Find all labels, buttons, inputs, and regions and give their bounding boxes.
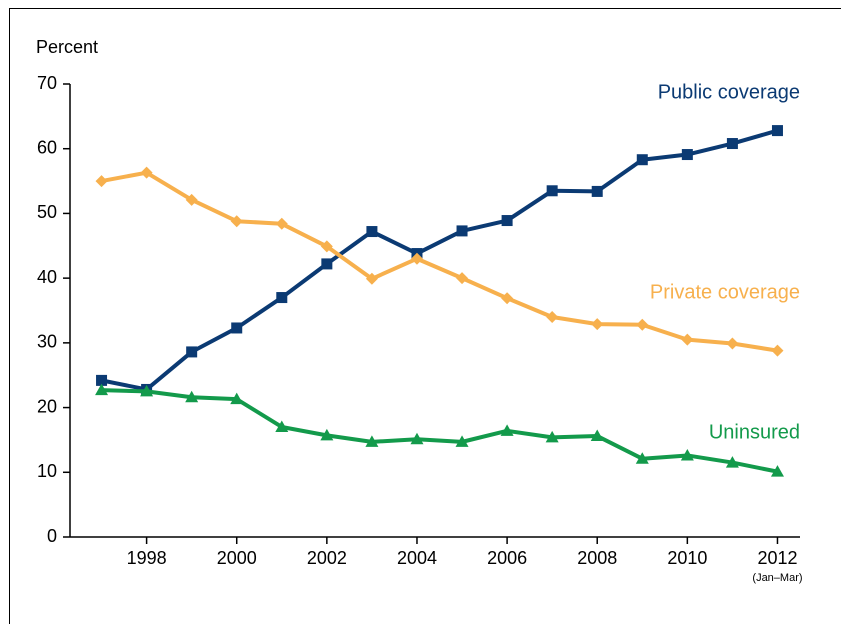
series-label: Private coverage [650, 281, 800, 303]
marker [320, 240, 333, 253]
marker [96, 374, 108, 386]
marker [275, 217, 288, 230]
marker [636, 318, 649, 331]
x-tick-label: 2008 [577, 548, 617, 568]
marker [725, 456, 739, 468]
marker [231, 322, 243, 334]
marker [230, 215, 243, 228]
y-axis-label: Percent [36, 37, 98, 57]
x-tick-label: 2010 [667, 548, 707, 568]
marker [95, 383, 109, 396]
marker [771, 344, 784, 357]
y-tick-label: 20 [37, 396, 57, 416]
x-tick-label: 2004 [397, 548, 437, 568]
x-note: (Jan–Mar) [752, 572, 802, 584]
marker [590, 429, 604, 442]
marker [636, 154, 648, 166]
y-tick-label: 60 [37, 137, 57, 157]
marker [770, 465, 784, 477]
marker [501, 215, 513, 227]
marker [410, 252, 423, 265]
marker [140, 384, 154, 397]
marker [275, 420, 289, 432]
series-label: Public coverage [658, 81, 800, 103]
marker [501, 292, 514, 305]
marker [546, 185, 558, 197]
y-tick-label: 70 [37, 73, 57, 93]
y-tick-label: 10 [37, 461, 57, 481]
series-line [101, 128, 779, 392]
marker [591, 318, 604, 331]
marker [771, 125, 783, 137]
marker [546, 310, 559, 323]
marker [681, 333, 694, 346]
marker [726, 337, 739, 350]
x-tick-label: 1998 [127, 548, 167, 568]
marker [410, 432, 424, 445]
series-label: Uninsured [709, 421, 800, 443]
marker [456, 272, 469, 285]
marker [500, 424, 514, 436]
y-tick-label: 30 [37, 332, 57, 352]
x-tick-label: 2000 [217, 548, 257, 568]
marker [321, 258, 333, 270]
y-tick-label: 40 [37, 267, 57, 287]
marker [365, 272, 378, 285]
marker [185, 390, 199, 403]
marker [230, 392, 244, 405]
marker [726, 138, 738, 150]
x-tick-label: 2002 [307, 548, 347, 568]
marker [365, 435, 379, 447]
frame [9, 8, 841, 624]
marker [185, 193, 198, 206]
x-tick-label: 2012 [757, 548, 797, 568]
marker [455, 435, 469, 447]
marker [276, 292, 288, 304]
marker [680, 448, 694, 461]
marker [456, 225, 468, 237]
marker [140, 166, 153, 179]
y-tick-label: 50 [37, 202, 57, 222]
y-tick-label: 0 [47, 526, 57, 546]
marker [320, 428, 334, 441]
marker [95, 175, 108, 188]
x-tick-label: 2006 [487, 548, 527, 568]
marker [681, 149, 693, 161]
series-line [101, 170, 778, 353]
marker [591, 185, 603, 197]
marker [545, 430, 559, 443]
marker [635, 452, 649, 464]
marker [186, 346, 198, 358]
series-line [101, 388, 778, 474]
marker [366, 226, 378, 238]
